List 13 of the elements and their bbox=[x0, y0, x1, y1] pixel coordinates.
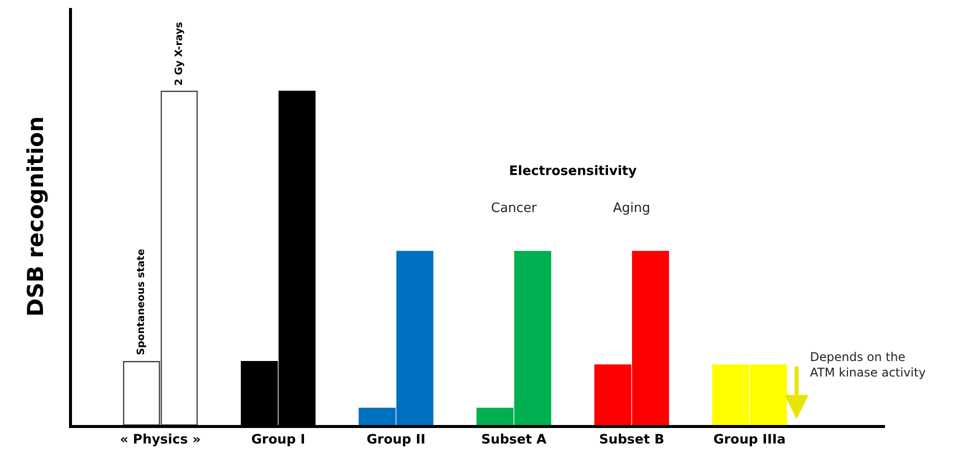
x-tick-label: Group II bbox=[366, 432, 426, 448]
annotation: Depends on the ATM kinase activity bbox=[810, 350, 926, 380]
text: 2 Gy X-rays bbox=[174, 22, 185, 86]
y-axis-title: DSB recognition bbox=[24, 116, 49, 317]
x-tick-label: Subset A bbox=[481, 432, 546, 448]
x-tick-label: Group I bbox=[251, 432, 306, 448]
text: Spontaneous state bbox=[136, 248, 147, 356]
x-tick-label: Subset B bbox=[599, 432, 664, 448]
x-tick-label: « Physics » bbox=[120, 432, 201, 448]
annotation: Aging bbox=[613, 201, 650, 216]
annotation: Electrosensitivity bbox=[509, 164, 638, 179]
annotation: Cancer bbox=[491, 201, 538, 216]
x-tick-label: Group IIIa bbox=[713, 432, 786, 448]
